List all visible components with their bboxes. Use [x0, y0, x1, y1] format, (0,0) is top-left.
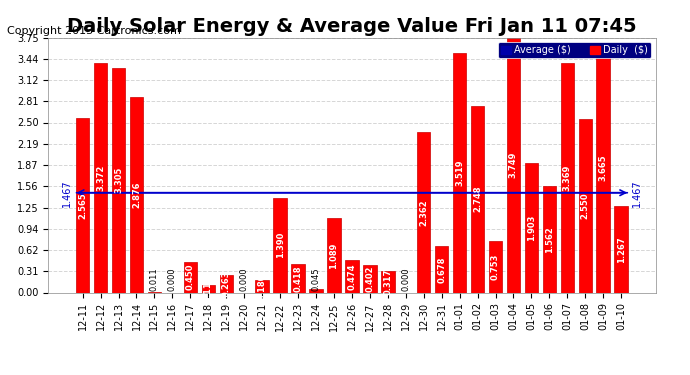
Text: 0.000: 0.000 — [168, 267, 177, 291]
Bar — [345, 260, 359, 292]
Text: 0.000: 0.000 — [239, 267, 248, 291]
Text: 1.562: 1.562 — [545, 226, 554, 253]
Bar — [381, 271, 395, 292]
Text: 1.267: 1.267 — [617, 236, 626, 263]
Bar — [435, 246, 448, 292]
Bar — [614, 206, 628, 292]
Text: 0.678: 0.678 — [437, 256, 446, 283]
Text: 0.180: 0.180 — [257, 273, 266, 300]
Bar — [506, 38, 520, 292]
Bar — [309, 290, 323, 292]
Bar — [255, 280, 269, 292]
Text: 0.317: 0.317 — [384, 268, 393, 295]
Bar — [219, 274, 233, 292]
Text: 0.263: 0.263 — [221, 270, 230, 297]
Text: 2.362: 2.362 — [420, 199, 428, 225]
Bar — [560, 63, 574, 292]
Text: 2.550: 2.550 — [581, 192, 590, 219]
Bar — [542, 186, 556, 292]
Text: 1.467: 1.467 — [62, 179, 72, 207]
Bar — [184, 262, 197, 292]
Bar — [130, 97, 144, 292]
Bar — [489, 241, 502, 292]
Bar — [94, 63, 108, 292]
Text: 0.011: 0.011 — [150, 267, 159, 291]
Text: 0.000: 0.000 — [402, 267, 411, 291]
Text: 2.748: 2.748 — [473, 186, 482, 212]
Bar — [327, 219, 341, 292]
Text: Copyright 2013 Cartronics.com: Copyright 2013 Cartronics.com — [7, 26, 181, 36]
Text: 0.474: 0.474 — [347, 263, 357, 290]
Bar — [471, 106, 484, 292]
Bar — [417, 132, 431, 292]
Text: 0.045: 0.045 — [311, 267, 320, 291]
Text: 0.418: 0.418 — [293, 265, 302, 291]
Text: 3.519: 3.519 — [455, 160, 464, 186]
Text: 0.115: 0.115 — [204, 275, 213, 302]
Text: 3.305: 3.305 — [114, 167, 123, 194]
Text: 2.876: 2.876 — [132, 182, 141, 208]
Text: 1.467: 1.467 — [632, 179, 642, 207]
Bar — [291, 264, 305, 292]
Text: 3.369: 3.369 — [563, 165, 572, 191]
Bar — [201, 285, 215, 292]
Bar — [112, 68, 126, 292]
Text: 0.450: 0.450 — [186, 264, 195, 291]
Text: 1.903: 1.903 — [527, 214, 536, 241]
Bar — [596, 43, 610, 292]
Text: 0.402: 0.402 — [365, 266, 375, 292]
Title: Daily Solar Energy & Average Value Fri Jan 11 07:45: Daily Solar Energy & Average Value Fri J… — [67, 17, 637, 36]
Legend: Average ($), Daily  ($): Average ($), Daily ($) — [498, 42, 651, 58]
Bar — [453, 53, 466, 292]
Bar — [273, 198, 287, 292]
Text: 3.665: 3.665 — [599, 154, 608, 181]
Text: 2.565: 2.565 — [78, 192, 87, 219]
Bar — [76, 118, 90, 292]
Bar — [363, 265, 377, 292]
Text: 0.753: 0.753 — [491, 254, 500, 280]
Bar — [578, 119, 592, 292]
Text: 3.749: 3.749 — [509, 152, 518, 178]
Text: 1.089: 1.089 — [329, 242, 339, 268]
Bar — [524, 163, 538, 292]
Text: 3.372: 3.372 — [96, 165, 105, 191]
Text: 1.390: 1.390 — [275, 232, 284, 258]
